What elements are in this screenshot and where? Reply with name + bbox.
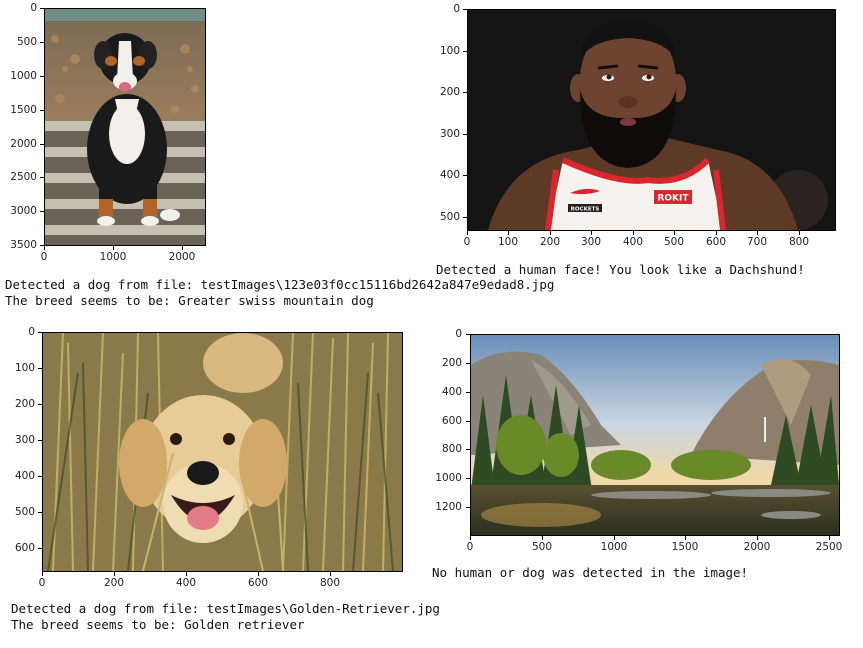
y-tick: 2000 <box>10 138 37 150</box>
output-dog1-line1: Detected a dog from file: testImages\123… <box>5 277 555 292</box>
y-tick: 500 <box>439 211 460 223</box>
y-tick: 100 <box>439 45 460 57</box>
y-tick: 500 <box>14 506 35 518</box>
y-tick: 500 <box>16 36 37 48</box>
jersey-logo: ROKIT <box>657 194 689 204</box>
x-tick: 1500 <box>671 541 699 553</box>
x-tick: 800 <box>788 236 810 248</box>
x-tick: 100 <box>497 236 519 248</box>
output-dog1-line2: The breed seems to be: Greater swiss mou… <box>5 293 374 308</box>
x-tick: 0 <box>466 541 474 553</box>
x-tick: 300 <box>580 236 602 248</box>
y-tick: 0 <box>453 3 460 15</box>
output-dog2-line1: Detected a dog from file: testImages\Gol… <box>11 601 440 616</box>
y-tick: 200 <box>14 398 35 410</box>
x-tick: 0 <box>463 236 471 248</box>
x-tick: 1000 <box>99 251 127 263</box>
jersey-text: ROCKETS <box>571 207 600 213</box>
y-tick: 0 <box>28 326 35 338</box>
y-tick: 3500 <box>10 239 37 251</box>
bernese-dog-image <box>44 8 206 246</box>
output-none-line: No human or dog was detected in the imag… <box>432 565 749 580</box>
x-tick: 700 <box>746 236 768 248</box>
y-tick: 100 <box>14 362 35 374</box>
y-tick: 0 <box>455 328 462 340</box>
x-tick: 800 <box>319 577 341 589</box>
x-tick: 0 <box>38 577 46 589</box>
x-tick: 2000 <box>743 541 771 553</box>
y-tick: 400 <box>14 470 35 482</box>
y-tick: 300 <box>439 128 460 140</box>
y-tick: 600 <box>441 415 462 427</box>
y-tick: 200 <box>441 357 462 369</box>
human-face-image: ROCKETS ROKIT <box>467 9 836 231</box>
x-tick: 600 <box>705 236 727 248</box>
y-tick: 300 <box>14 434 35 446</box>
y-tick: 3000 <box>10 205 37 217</box>
output-human-line: Detected a human face! You look like a D… <box>436 262 805 277</box>
output-dog2-line2: The breed seems to be: Golden retriever <box>11 617 305 632</box>
y-tick: 1000 <box>435 472 462 484</box>
y-tick: 2500 <box>10 171 37 183</box>
x-tick: 400 <box>622 236 644 248</box>
x-tick: 1000 <box>600 541 628 553</box>
y-tick: 1000 <box>10 70 37 82</box>
landscape-image <box>470 334 840 536</box>
x-tick: 0 <box>40 251 48 263</box>
x-tick: 2500 <box>815 541 843 553</box>
x-tick: 600 <box>247 577 269 589</box>
y-tick: 1500 <box>10 104 37 116</box>
y-tick: 400 <box>441 386 462 398</box>
y-tick: 400 <box>439 169 460 181</box>
golden-retriever-image <box>42 332 403 572</box>
y-tick: 1200 <box>435 501 462 513</box>
y-tick: 0 <box>30 2 37 14</box>
x-tick: 400 <box>175 577 197 589</box>
y-tick: 600 <box>14 542 35 554</box>
x-tick: 500 <box>663 236 685 248</box>
y-tick: 200 <box>439 86 460 98</box>
x-tick: 500 <box>531 541 553 553</box>
y-tick: 800 <box>441 443 462 455</box>
x-tick: 200 <box>103 577 125 589</box>
x-tick: 2000 <box>168 251 196 263</box>
x-tick: 200 <box>539 236 561 248</box>
